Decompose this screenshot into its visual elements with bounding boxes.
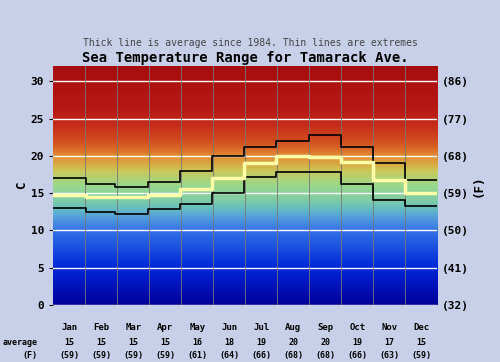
Y-axis label: C: C bbox=[15, 182, 28, 189]
Text: Jul: Jul bbox=[254, 323, 270, 332]
Text: 19: 19 bbox=[256, 338, 266, 347]
Y-axis label: (F): (F) bbox=[472, 174, 485, 197]
Text: Mar: Mar bbox=[126, 323, 142, 332]
Text: (63): (63) bbox=[380, 351, 400, 360]
Text: May: May bbox=[190, 323, 206, 332]
Text: (61): (61) bbox=[188, 351, 208, 360]
Text: (59): (59) bbox=[60, 351, 80, 360]
Text: Aug: Aug bbox=[286, 323, 302, 332]
Text: (68): (68) bbox=[284, 351, 304, 360]
Text: Nov: Nov bbox=[382, 323, 398, 332]
Text: 17: 17 bbox=[384, 338, 394, 347]
Text: Jun: Jun bbox=[222, 323, 238, 332]
Text: (66): (66) bbox=[252, 351, 272, 360]
Text: 20: 20 bbox=[320, 338, 330, 347]
Text: 15: 15 bbox=[160, 338, 170, 347]
Text: (59): (59) bbox=[92, 351, 112, 360]
Text: (64): (64) bbox=[220, 351, 240, 360]
Text: 15: 15 bbox=[64, 338, 74, 347]
Text: 15: 15 bbox=[96, 338, 106, 347]
Text: (59): (59) bbox=[156, 351, 176, 360]
Text: Thick line is average since 1984. Thin lines are extremes: Thick line is average since 1984. Thin l… bbox=[82, 38, 417, 48]
Text: (68): (68) bbox=[316, 351, 336, 360]
Text: 15: 15 bbox=[128, 338, 138, 347]
Text: average: average bbox=[2, 338, 37, 347]
Text: (59): (59) bbox=[412, 351, 432, 360]
Text: 20: 20 bbox=[288, 338, 298, 347]
Text: 16: 16 bbox=[192, 338, 202, 347]
Title: Sea Temperature Range for Tamarack Ave.: Sea Temperature Range for Tamarack Ave. bbox=[82, 51, 408, 65]
Text: 15: 15 bbox=[416, 338, 426, 347]
Text: Sep: Sep bbox=[318, 323, 334, 332]
Text: (59): (59) bbox=[124, 351, 144, 360]
Text: 18: 18 bbox=[224, 338, 234, 347]
Text: Apr: Apr bbox=[158, 323, 174, 332]
Text: Feb: Feb bbox=[94, 323, 110, 332]
Text: (66): (66) bbox=[348, 351, 368, 360]
Text: Dec: Dec bbox=[414, 323, 430, 332]
Text: Jan: Jan bbox=[61, 323, 78, 332]
Text: 19: 19 bbox=[352, 338, 362, 347]
Text: (F): (F) bbox=[22, 351, 38, 360]
Text: Oct: Oct bbox=[350, 323, 366, 332]
